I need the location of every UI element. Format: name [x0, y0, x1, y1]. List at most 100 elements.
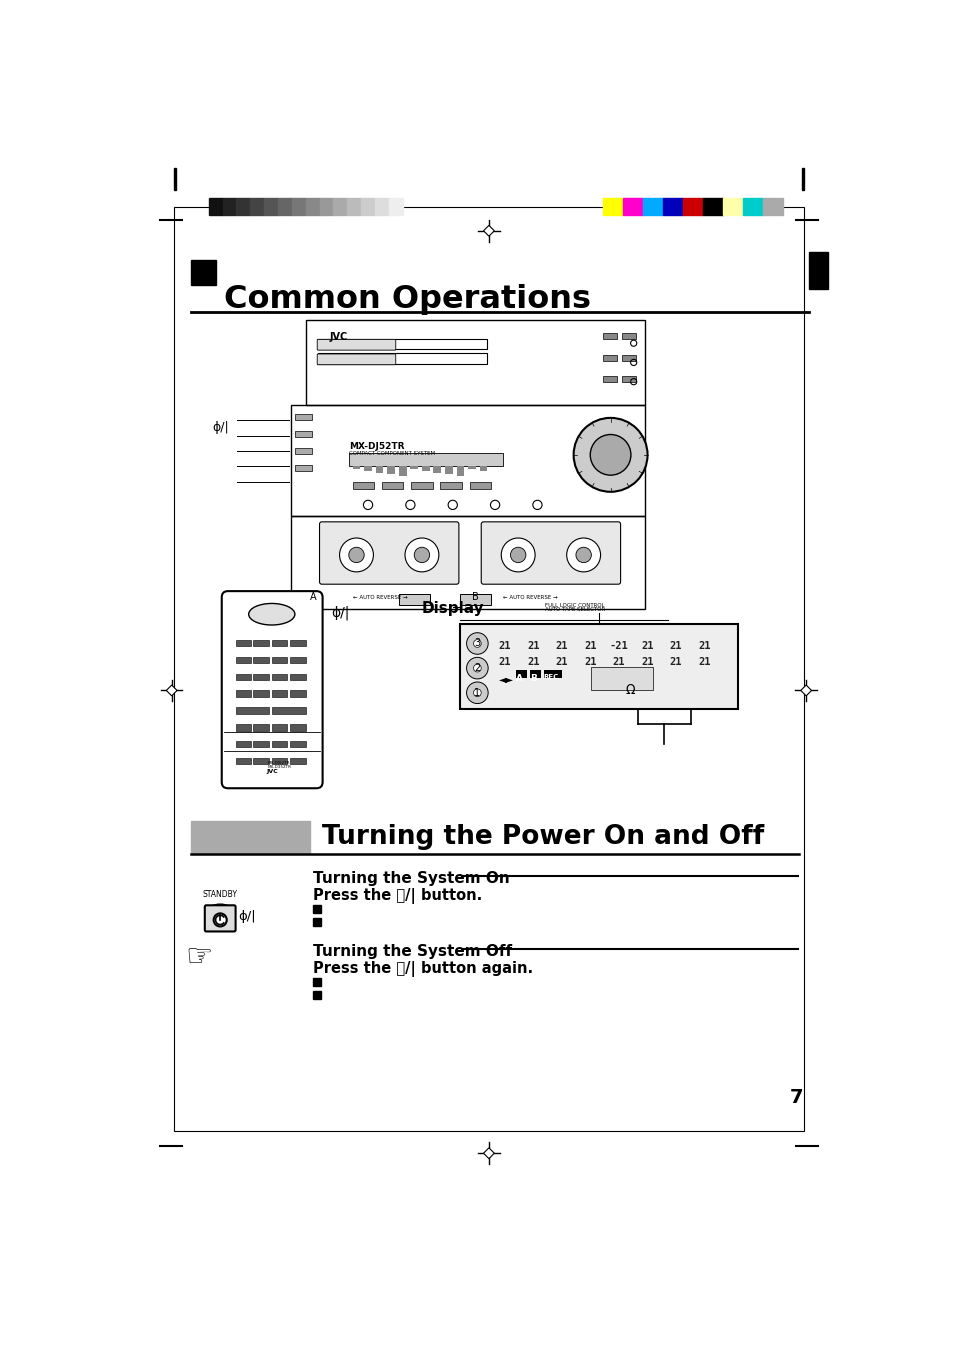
Text: 21: 21	[612, 657, 624, 667]
Circle shape	[573, 418, 647, 492]
FancyBboxPatch shape	[317, 354, 395, 365]
Bar	[272, 691, 287, 696]
Bar	[375, 466, 383, 473]
Bar	[294, 448, 312, 454]
Bar	[460, 625, 737, 708]
Text: ← AUTO REVERSE →: ← AUTO REVERSE →	[353, 595, 407, 600]
Text: 21: 21	[583, 657, 597, 667]
Text: Turning the System On: Turning the System On	[313, 871, 509, 886]
Bar	[272, 741, 287, 748]
Bar	[421, 466, 429, 470]
Bar	[742, 199, 762, 215]
Text: Display: Display	[421, 602, 483, 617]
Circle shape	[590, 434, 630, 475]
Polygon shape	[483, 226, 494, 237]
Text: JVC: JVC	[266, 769, 277, 773]
Bar	[516, 671, 526, 679]
Bar	[222, 199, 236, 215]
Bar	[272, 673, 287, 680]
Bar	[444, 466, 453, 475]
Text: ← AUTO REVERSE →: ← AUTO REVERSE →	[502, 595, 557, 600]
Circle shape	[466, 681, 488, 703]
Text: 21: 21	[556, 641, 568, 652]
Text: 21: 21	[669, 641, 681, 652]
Bar	[306, 320, 644, 404]
Bar	[277, 199, 292, 215]
Bar	[305, 199, 319, 215]
Text: A: A	[516, 673, 522, 683]
Bar	[292, 199, 305, 215]
Bar	[313, 918, 321, 926]
Bar	[291, 404, 644, 516]
Bar	[235, 741, 251, 748]
Text: 21: 21	[498, 657, 511, 667]
Text: ϕ/|: ϕ/|	[238, 910, 256, 923]
Polygon shape	[483, 1148, 494, 1159]
Bar	[662, 199, 682, 215]
Circle shape	[510, 548, 525, 562]
Text: 21: 21	[583, 641, 597, 652]
Bar	[209, 199, 222, 215]
Bar	[253, 758, 269, 764]
Bar	[253, 673, 269, 680]
Bar	[398, 466, 406, 476]
Text: 21: 21	[498, 641, 511, 652]
Bar	[333, 199, 347, 215]
Bar	[253, 741, 269, 748]
Text: MX-DJ52TR
MX-D352TR: MX-DJ52TR MX-D352TR	[268, 761, 292, 769]
Bar	[411, 481, 433, 489]
Circle shape	[339, 538, 373, 572]
Bar	[253, 691, 269, 696]
Circle shape	[566, 538, 600, 572]
Text: 21: 21	[698, 641, 710, 652]
Bar	[313, 991, 321, 999]
Bar	[235, 657, 251, 662]
Polygon shape	[800, 685, 811, 696]
Bar	[621, 333, 636, 339]
FancyBboxPatch shape	[205, 906, 235, 932]
Bar	[591, 667, 652, 690]
Bar	[529, 671, 540, 679]
Bar	[253, 657, 269, 662]
FancyBboxPatch shape	[319, 522, 458, 584]
Bar	[272, 758, 287, 764]
Bar	[460, 595, 491, 604]
Text: ☞: ☞	[185, 944, 213, 972]
Text: REC: REC	[543, 673, 558, 680]
Bar	[294, 431, 312, 437]
Text: 21: 21	[527, 641, 539, 652]
Ellipse shape	[210, 904, 231, 914]
Bar	[642, 199, 662, 215]
Text: Ω: Ω	[624, 684, 634, 698]
Text: STANDBY: STANDBY	[202, 890, 237, 899]
Text: MX-DJ52TR: MX-DJ52TR	[349, 442, 404, 450]
Text: 1: 1	[474, 688, 480, 698]
Bar	[272, 639, 287, 646]
Bar	[317, 338, 487, 349]
Bar	[290, 657, 305, 662]
Bar	[253, 725, 269, 730]
Bar	[173, 207, 803, 1130]
Bar	[272, 707, 305, 714]
Circle shape	[473, 690, 480, 696]
Bar	[621, 354, 636, 361]
Bar	[353, 481, 374, 489]
Text: FULL LOGIC CONTROL: FULL LOGIC CONTROL	[544, 603, 604, 607]
Circle shape	[466, 633, 488, 654]
Bar	[682, 199, 702, 215]
Circle shape	[405, 538, 438, 572]
Bar	[543, 671, 561, 679]
Text: 21: 21	[640, 641, 653, 652]
Bar	[272, 725, 287, 730]
Circle shape	[213, 914, 227, 926]
Text: ϕ/|: ϕ/|	[213, 422, 229, 434]
Text: 3: 3	[474, 638, 480, 649]
Bar	[801, 169, 803, 191]
Bar	[235, 725, 251, 730]
Bar	[253, 639, 269, 646]
Text: B: B	[529, 673, 536, 683]
Text: Press the ⏻/| button again.: Press the ⏻/| button again.	[313, 961, 532, 976]
Bar	[290, 639, 305, 646]
Bar	[313, 904, 321, 913]
Bar	[290, 741, 305, 748]
